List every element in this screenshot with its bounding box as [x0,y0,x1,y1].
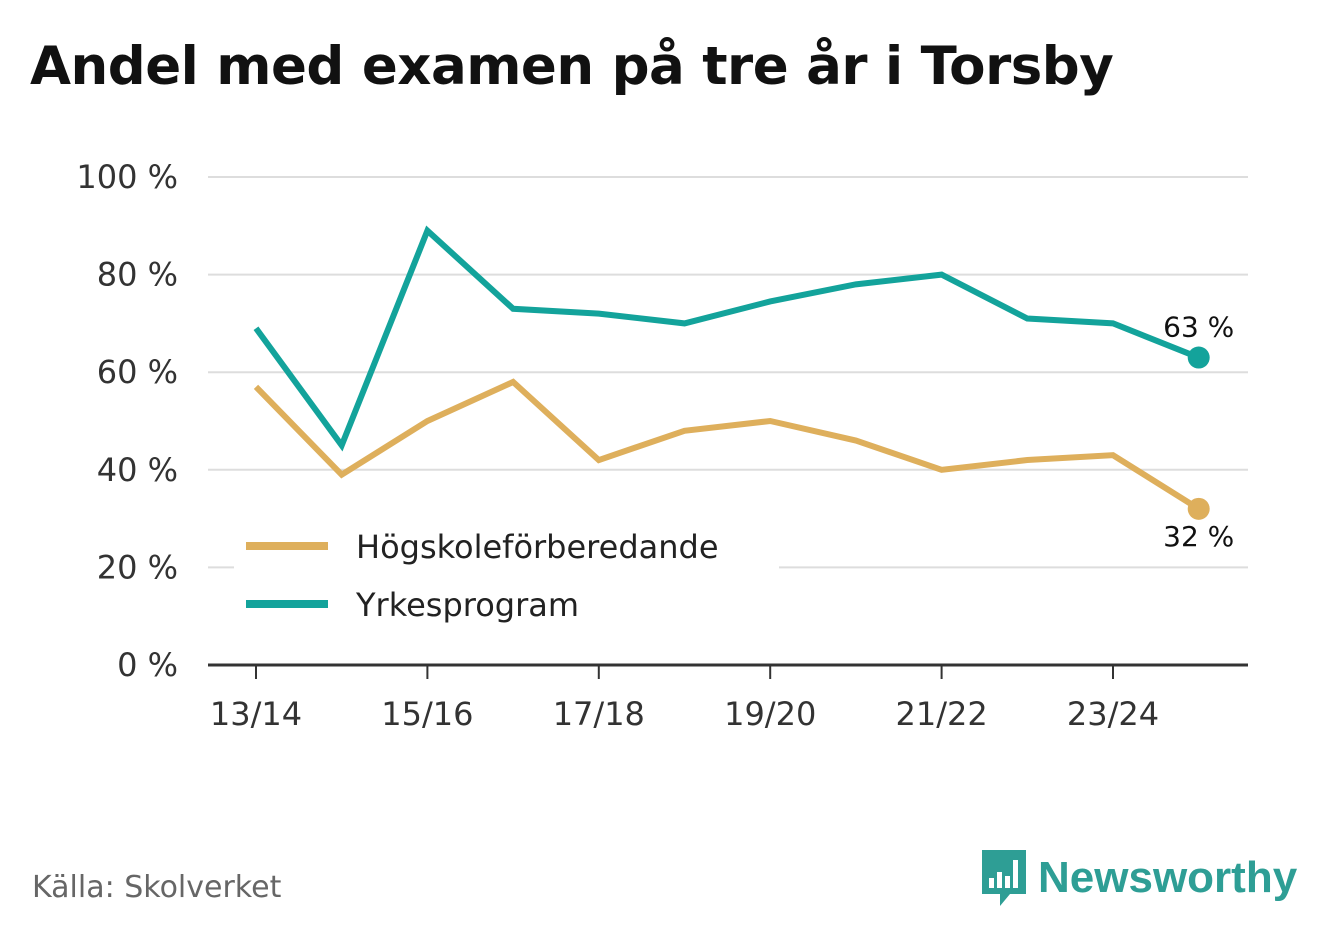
x-tick-label: 13/14 [210,695,302,733]
series-line-2 [253,225,1200,452]
y-tick-label: 60 % [97,353,178,391]
x-tick-label: 19/20 [724,695,816,733]
y-tick-label: 20 % [97,548,178,586]
y-tick-label: 40 % [97,451,178,489]
legend-label-1: Högskoleförberedande [356,528,719,566]
y-tick-label: 80 % [97,256,178,294]
end-value-label: 63 % [1163,311,1234,344]
x-tick-label: 23/24 [1067,695,1159,733]
source-note: Källa: Skolverket [32,870,282,905]
end-value-label: 32 % [1163,520,1234,553]
newsworthy-logo-icon [982,850,1026,906]
x-tick-label: 21/22 [895,695,987,733]
y-tick-label: 100 % [76,158,178,196]
end-labels: 32 % 63 % [1163,311,1234,553]
x-tick-label: 15/16 [381,695,473,733]
series-line-1 [253,378,1201,512]
x-axis: 13/14 15/16 17/18 19/20 21/22 23/24 [208,663,1248,733]
end-point-marker [1187,497,1210,520]
y-tick-label: 0 % [117,646,178,684]
legend-label-2: Yrkesprogram [355,586,579,624]
chart-title: Andel med examen på tre år i Torsby [30,36,1114,97]
gridlines [208,176,1248,569]
end-point-marker [1187,346,1210,369]
series-lines [253,225,1201,512]
x-tick-label: 17/18 [553,695,645,733]
brand-name: Newsworthy [1038,853,1298,902]
legend: Högskoleförberedande Yrkesprogram [234,520,779,624]
newsworthy-brand: Newsworthy [980,848,1297,908]
y-axis-ticks: 0 % 20 % 40 % 60 % 80 % 100 % [76,158,178,684]
